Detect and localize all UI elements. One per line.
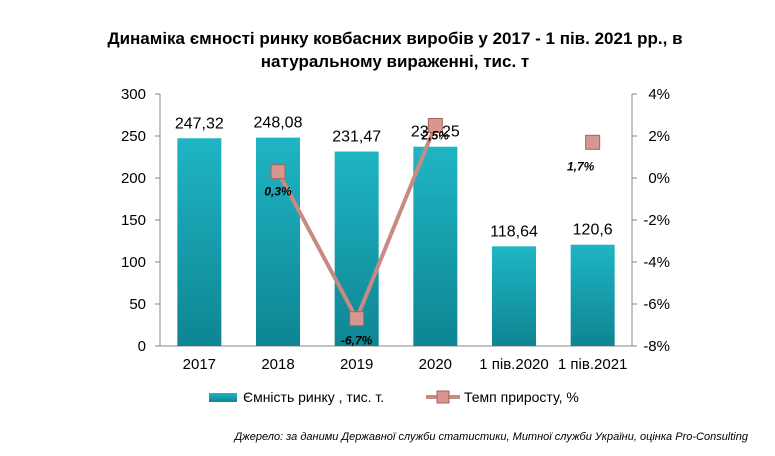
right-axis-tick-label: -6% xyxy=(643,296,670,313)
right-axis-tick-label: -2% xyxy=(643,212,670,229)
left-axis-tick-label: 150 xyxy=(121,212,146,229)
growth-rate-marker xyxy=(585,134,601,150)
source-note: Джерело: за даними Державної служби стат… xyxy=(232,431,748,443)
growth-rate-label: -6,7% xyxy=(341,334,373,348)
legend-label-line: Темп приросту, % xyxy=(464,389,579,405)
right-axis-tick-label: 0% xyxy=(648,170,670,187)
x-axis-tick-label: 2018 xyxy=(261,356,294,373)
bar xyxy=(570,244,615,346)
x-axis-tick-label: 2017 xyxy=(183,356,216,373)
chart-title-line-1: Динаміка ємності ринку ковбасних виробів… xyxy=(107,29,682,48)
right-axis-tick-label: 4% xyxy=(648,86,670,103)
legend-label-bars: Ємність ринку , тис. т. xyxy=(243,389,384,405)
right-axis-tick-label: -8% xyxy=(643,338,670,355)
bar-value-label: 118,64 xyxy=(490,223,538,240)
growth-rate-label: 0,3% xyxy=(264,185,292,199)
chart-title-line-2: натуральному вираженні, тис. т xyxy=(261,52,529,71)
growth-rate-marker xyxy=(427,118,443,133)
left-axis-tick-label: 100 xyxy=(121,254,146,271)
left-axis-tick-label: 300 xyxy=(121,86,146,103)
x-axis-tick-label: 2019 xyxy=(340,356,373,373)
left-axis-tick-label: 250 xyxy=(121,128,146,145)
legend-swatch-bars xyxy=(209,393,237,402)
bar-value-label: 120,6 xyxy=(573,222,613,239)
left-axis-tick-label: 0 xyxy=(138,338,146,355)
bar-value-label: 247,32 xyxy=(175,115,224,132)
x-axis-tick-label: 2020 xyxy=(419,356,452,373)
growth-rate-label: 1,7% xyxy=(567,159,595,173)
growth-rate-label: 2,5% xyxy=(421,129,450,143)
left-axis-tick-label: 200 xyxy=(121,170,146,187)
bar-value-label: 248,08 xyxy=(254,115,303,132)
x-axis-tick-label: 1 пів.2020 xyxy=(479,356,548,373)
left-axis-tick-label: 50 xyxy=(129,296,146,313)
x-axis-tick-label: 1 пів.2021 xyxy=(558,356,627,373)
bar xyxy=(413,146,458,346)
right-axis-tick-label: 2% xyxy=(648,128,670,145)
bar xyxy=(177,138,222,346)
growth-rate-marker xyxy=(349,311,365,327)
bar-value-label: 231,47 xyxy=(332,129,381,146)
growth-rate-marker xyxy=(270,164,286,180)
bar xyxy=(492,246,536,346)
right-axis-tick-label: -4% xyxy=(643,254,670,271)
legend-swatch-marker xyxy=(436,390,450,404)
